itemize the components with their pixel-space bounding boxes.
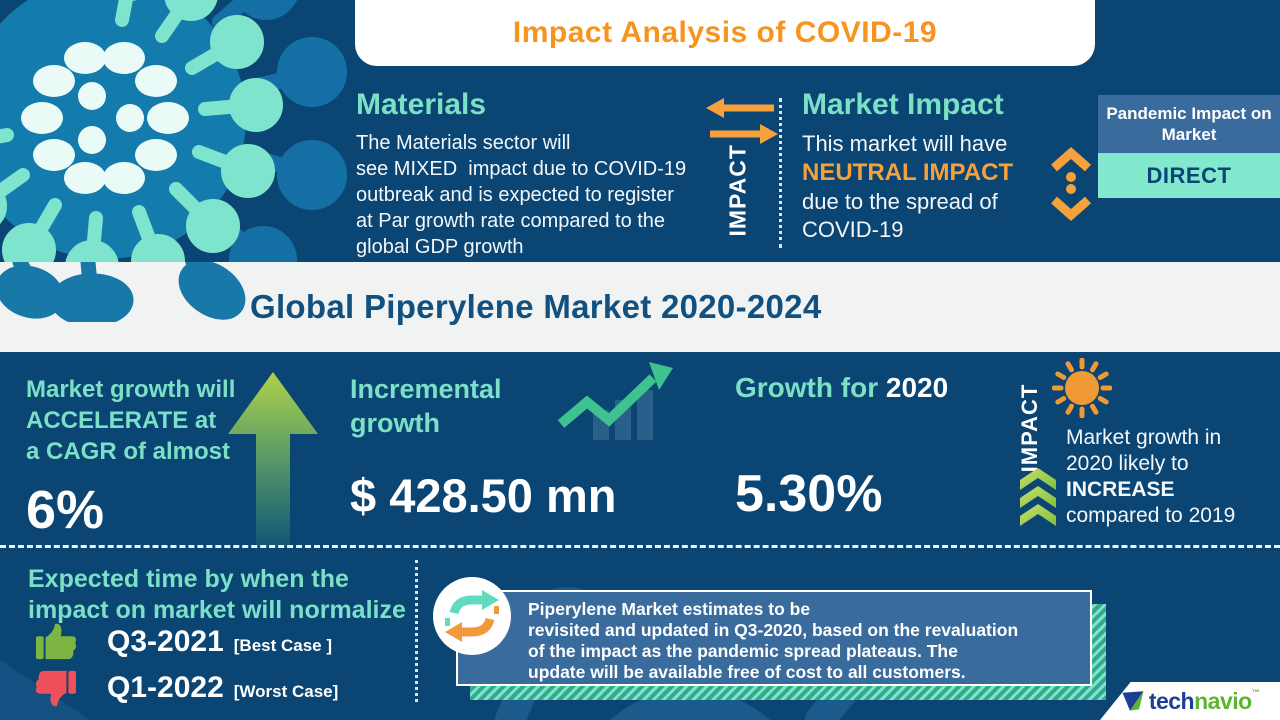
sector-body-line: global GDP growth <box>356 236 524 258</box>
sector-body-line: outbreak and is expected to register <box>356 184 674 206</box>
trademark-symbol: ™ <box>1251 687 1260 697</box>
two-way-arrows-icon <box>706 98 778 144</box>
cagr-line: ACCELERATE at <box>26 407 217 434</box>
incremental-heading-line: Incremental <box>350 374 502 404</box>
best-case-row: Q3-2021 [Best Case ] <box>33 622 332 662</box>
vertical-divider <box>415 560 418 702</box>
impact-2020-highlight: INCREASE <box>1066 478 1175 501</box>
virus-tentacles-decoration <box>0 262 246 322</box>
cagr-value: 6% <box>26 480 105 540</box>
update-swap-icon <box>433 577 511 655</box>
normalize-block: Expected time by when the impact on mark… <box>28 564 406 626</box>
impact-2020-line: 2020 likely to <box>1066 452 1189 475</box>
impact-vertical-label: IMPACT <box>724 144 751 237</box>
cagr-line: Market growth will <box>26 376 236 403</box>
cagr-stat: Market growth will ACCELERATE at a CAGR … <box>26 374 235 541</box>
growth-up-arrow-icon <box>228 372 318 548</box>
coronavirus-icon <box>1052 358 1112 418</box>
worst-case-label: [Worst Case] <box>233 682 339 701</box>
growth-2020-label: Growth for <box>735 372 886 403</box>
technavio-logo-icon <box>1122 691 1144 711</box>
trend-chart-icon <box>557 362 673 440</box>
note-line: revisited and updated in Q3-2020, based … <box>528 620 1019 640</box>
market-impact-block: Market Impact This market will have NEUT… <box>802 88 1087 244</box>
sector-heading: Materials <box>356 88 487 121</box>
incremental-heading-line: growth <box>350 408 440 438</box>
sector-body-line: see MIXED impact due to COVID-19 <box>356 158 687 180</box>
pandemic-impact-label: Pandemic Impact on Market <box>1098 95 1280 153</box>
worst-case-row: Q1-2022 [Worst Case] <box>33 668 338 708</box>
market-impact-line: due to the spread of <box>802 189 998 214</box>
impact-vertical-label: IMPACT <box>1017 383 1042 473</box>
growth-2020-stat: Growth for 2020 5.30% <box>735 372 949 523</box>
market-impact-heading: Market Impact <box>802 88 1004 121</box>
impact-2020-line: Market growth in <box>1066 426 1222 449</box>
incremental-value: $ 428.50 mn <box>350 469 617 522</box>
triple-chevron-up-icon <box>1020 468 1056 526</box>
note-line: of the impact as the pandemic spread pla… <box>528 641 958 661</box>
market-impact-highlight: NEUTRAL IMPACT <box>802 159 1014 186</box>
page-title: Impact Analysis of COVID-19 <box>512 16 938 49</box>
vertical-divider <box>779 98 782 248</box>
incremental-growth-stat: Incremental growth $ 428.50 mn <box>350 372 617 522</box>
diverging-arrows-icon <box>1051 146 1091 222</box>
market-title-band: Global Piperylene Market 2020-2024 <box>0 262 1280 352</box>
brand-footer: technavio™ <box>1100 682 1280 720</box>
horizontal-dashed-divider <box>0 545 1280 548</box>
best-case-label: [Best Case ] <box>233 636 333 655</box>
growth-2020-value: 5.30% <box>735 465 883 523</box>
worst-case-value: Q1-2022 <box>107 671 224 704</box>
impact-2020-line: compared to 2019 <box>1066 504 1236 527</box>
pandemic-impact-panel: Pandemic Impact on Market DIRECT <box>1098 95 1280 198</box>
market-impact-line: This market will have <box>802 131 1008 156</box>
market-impact-line: COVID-19 <box>802 217 904 242</box>
normalize-heading-line: impact on market will normalize <box>28 596 406 624</box>
sector-impact-block: Materials The Materials sector will see … <box>356 88 711 260</box>
coronavirus-illustration <box>0 0 347 266</box>
growth-2020-year: 2020 <box>885 372 949 403</box>
normalize-heading-line: Expected time by when the <box>28 565 349 593</box>
brand-name: technavio™ <box>1148 687 1260 714</box>
market-title: Global Piperylene Market 2020-2024 <box>250 288 822 325</box>
pandemic-impact-value: DIRECT <box>1098 153 1280 198</box>
best-case-value: Q3-2021 <box>107 625 224 658</box>
sector-body-line: The Materials sector will <box>356 132 571 154</box>
thumbs-down-icon <box>35 670 76 707</box>
note-line: Piperylene Market estimates to be <box>528 599 811 619</box>
header-banner: Impact Analysis of COVID-19 <box>355 0 1095 66</box>
impact-2020-text: Market growth in 2020 likely to INCREASE… <box>1066 425 1235 529</box>
note-box: Piperylene Market estimates to be revisi… <box>456 590 1092 686</box>
sector-body-line: at Par growth rate compared to the <box>356 210 666 232</box>
thumbs-up-icon <box>36 623 77 660</box>
note-line: update will be available free of cost to… <box>528 662 966 682</box>
cagr-line: a CAGR of almost <box>26 438 231 465</box>
